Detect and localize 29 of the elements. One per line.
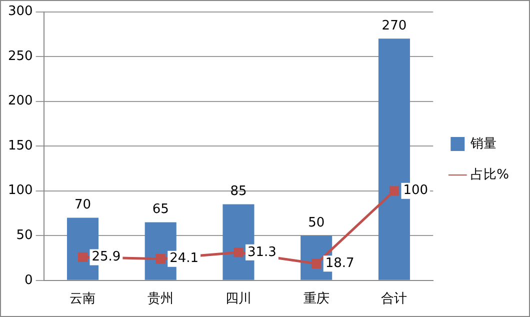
x-tick-label: 四川 xyxy=(225,292,252,307)
data-label: 24.1 xyxy=(170,251,199,266)
data-label: 100 xyxy=(403,183,428,198)
y-tick-label: 50 xyxy=(16,228,33,244)
point xyxy=(312,258,322,268)
y-tick-label: 200 xyxy=(8,94,33,109)
y-tick-label: 0 xyxy=(24,272,33,288)
point xyxy=(78,252,88,262)
x-tick-label: 贵州 xyxy=(148,292,174,307)
x-tick-label: 重庆 xyxy=(303,292,330,307)
data-label: 85 xyxy=(230,184,247,200)
point xyxy=(156,254,166,264)
point xyxy=(389,186,399,196)
data-label: 270 xyxy=(382,18,407,34)
data-label: 70 xyxy=(74,198,92,213)
legend-label: 销量 xyxy=(470,136,497,152)
y-tick-label: 100 xyxy=(8,183,33,198)
point xyxy=(234,248,244,258)
y-tick-label: 150 xyxy=(8,138,33,154)
data-label: 25.9 xyxy=(92,250,121,265)
x-tick-label: 云南 xyxy=(70,292,96,307)
data-label: 50 xyxy=(308,216,325,231)
x-tick-label: 合计 xyxy=(381,292,408,307)
legend-label: 占比% xyxy=(470,167,510,182)
data-label: 31.3 xyxy=(247,244,276,260)
y-tick-label: 250 xyxy=(8,48,33,64)
data-label: 65 xyxy=(152,202,169,218)
data-label: 18.7 xyxy=(325,256,354,272)
y-tick-label: 300 xyxy=(8,4,33,20)
